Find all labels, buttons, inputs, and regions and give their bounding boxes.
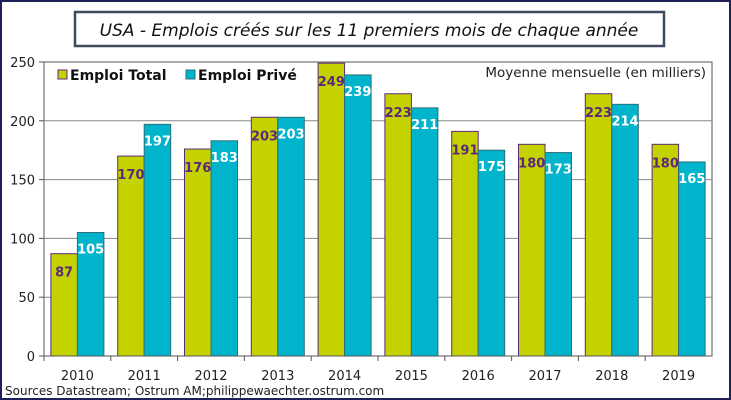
bar-emploi-total — [250, 116, 279, 357]
title-box — [73, 10, 666, 48]
data-label: 211 — [411, 118, 438, 133]
data-label: 180 — [518, 156, 545, 171]
bar-emploi-privé — [76, 232, 105, 357]
x-tick-label: 2019 — [662, 369, 695, 384]
bar-emploi-privé — [344, 74, 372, 357]
bar-emploi-total — [384, 93, 412, 357]
x-tick-label: 2015 — [395, 369, 428, 384]
x-tick-label: 2011 — [128, 369, 161, 384]
bar-emploi-total — [651, 143, 680, 357]
bar-emploi-privé — [477, 149, 506, 357]
x-tick-label: 2018 — [595, 369, 628, 384]
legend-label: Emploi Privé — [198, 68, 297, 84]
bar-emploi-total — [50, 253, 78, 357]
x-tick-label: 2012 — [194, 369, 227, 384]
annotation-text: Moyenne mensuelle (en milliers) — [485, 65, 706, 81]
bar-emploi-privé — [611, 103, 639, 357]
data-label: 223 — [585, 106, 612, 121]
x-tick-label: 2013 — [261, 369, 294, 384]
data-label: 223 — [385, 106, 412, 121]
source-text: Sources Datastream; Ostrum AM;philippewa… — [5, 384, 384, 398]
x-tick-label: 2010 — [61, 369, 94, 384]
legend-swatch — [185, 69, 196, 80]
bar-emploi-privé — [143, 123, 172, 357]
y-tick-label: 200 — [10, 115, 35, 130]
bar-emploi-total — [584, 93, 613, 357]
y-tick-label: 50 — [18, 291, 35, 306]
data-label: 180 — [652, 156, 679, 171]
x-tick-label: 2016 — [462, 369, 495, 384]
data-label: 191 — [451, 143, 478, 158]
legend-label: Emploi Total — [70, 68, 167, 84]
data-label: 173 — [545, 163, 572, 178]
data-label: 203 — [277, 127, 304, 142]
bar-emploi-privé — [410, 107, 439, 357]
x-tick-label: 2014 — [328, 369, 361, 384]
y-tick-label: 100 — [10, 232, 35, 247]
data-label: 170 — [117, 168, 144, 183]
bar-emploi-privé — [678, 161, 706, 357]
data-label: 249 — [318, 75, 345, 90]
bar-emploi-privé — [544, 152, 572, 357]
data-label: 203 — [251, 129, 278, 144]
y-tick-label: 0 — [27, 350, 35, 365]
y-tick-label: 150 — [10, 174, 35, 189]
data-label: 176 — [184, 161, 211, 176]
y-tick-label: 250 — [10, 56, 35, 71]
bar-emploi-total — [184, 148, 212, 357]
data-label: 87 — [55, 266, 73, 281]
legend: Emploi Total Emploi Privé — [57, 68, 297, 84]
data-label: 239 — [344, 85, 371, 100]
bar-emploi-total — [518, 143, 546, 357]
bar-emploi-privé — [277, 116, 305, 357]
bar-emploi-total — [117, 155, 145, 357]
bar-emploi-privé — [210, 140, 238, 357]
x-tick-label: 2017 — [528, 369, 561, 384]
data-label: 214 — [611, 114, 638, 129]
legend-swatch — [57, 69, 68, 80]
data-label: 165 — [678, 172, 705, 187]
data-label: 105 — [77, 243, 104, 258]
data-label: 183 — [211, 151, 238, 166]
bar-emploi-total — [317, 62, 346, 357]
data-label: 175 — [478, 160, 505, 175]
bar-emploi-total — [451, 130, 479, 357]
data-label: 197 — [144, 134, 171, 149]
chart-title: USA - Emplois créés sur les 11 premiers … — [100, 21, 639, 41]
